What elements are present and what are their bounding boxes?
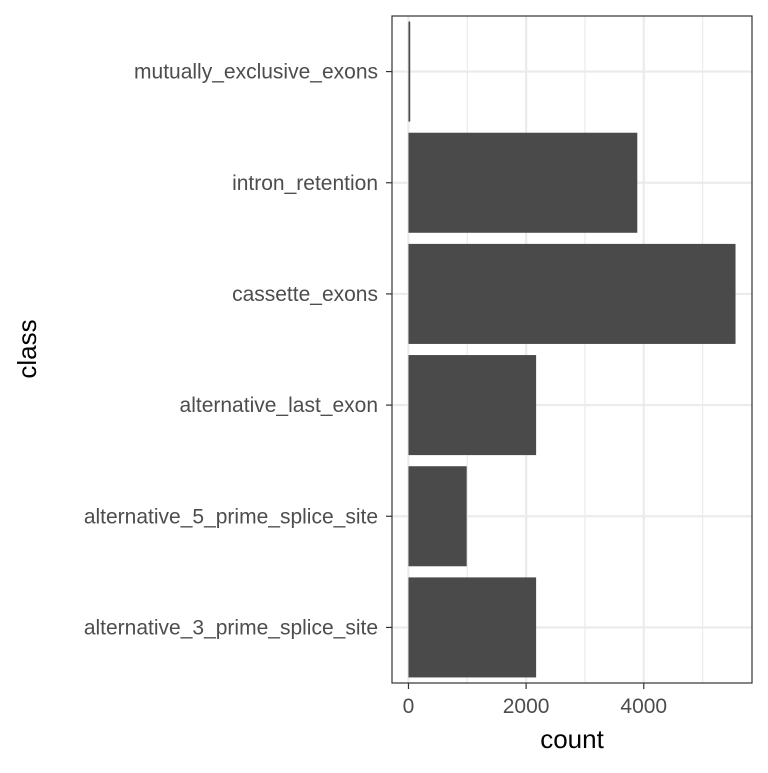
x-tick-label: 4000: [620, 695, 667, 718]
bars: [408, 21, 736, 678]
bar-alternative-3-prime-splice-site: [408, 577, 537, 678]
x-tick-label: 0: [403, 695, 415, 718]
bar-cassette-exons: [408, 243, 736, 344]
y-tick-label: alternative_3_prime_splice_site: [84, 616, 378, 639]
y-axis-title: class: [12, 319, 42, 378]
bar-mutually-exclusive-exons: [408, 21, 411, 122]
y-tick-label: alternative_last_exon: [180, 394, 378, 417]
y-tick-label: intron_retention: [232, 172, 378, 195]
x-axis-ticks: 0 2000 4000: [403, 683, 667, 718]
x-tick-label: 2000: [503, 695, 550, 718]
y-tick-label: cassette_exons: [232, 283, 378, 306]
x-axis-title: count: [540, 724, 604, 754]
bar-alternative-last-exon: [408, 355, 537, 456]
y-axis-ticks: alternative_3_prime_splice_site alternati…: [84, 61, 392, 639]
panel-border: [391, 15, 753, 684]
y-tick-label: mutually_exclusive_exons: [134, 61, 378, 84]
y-tick-label: alternative_5_prime_splice_site: [84, 505, 378, 528]
bar-intron-retention: [408, 132, 638, 233]
bar-alternative-5-prime-splice-site: [408, 466, 467, 567]
